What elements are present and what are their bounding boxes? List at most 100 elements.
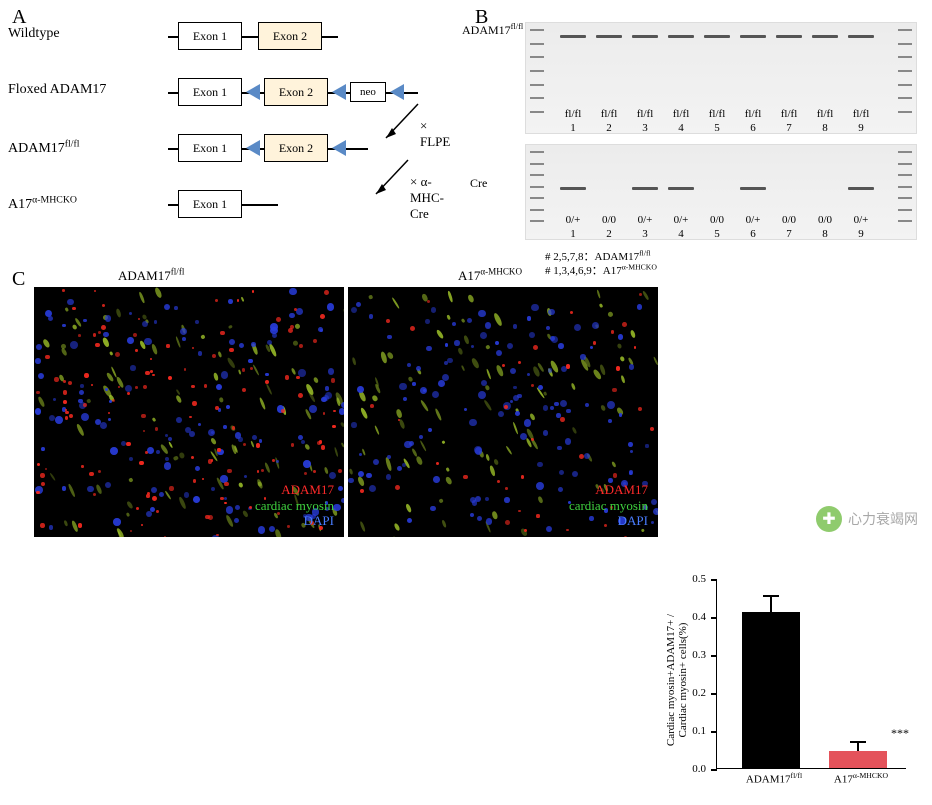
x-axis-label: ADAM17fl/fl: [734, 771, 814, 786]
y-tick-label: 0.3: [692, 649, 706, 661]
lane-label: fl/fl: [699, 108, 735, 120]
panel-b: ADAM17fl/fl fl/flfl/flfl/flfl/flfl/flfl/…: [470, 8, 926, 270]
y-tick: [711, 731, 717, 733]
if-title-1: ADAM17fl/fl: [118, 267, 184, 284]
gel2-label: Cre: [470, 176, 487, 191]
ladder-right: [898, 27, 912, 115]
lane-label: fl/fl: [807, 108, 843, 120]
lane-label: fl/fl: [627, 108, 663, 120]
watermark-text: 心力衰竭网: [848, 509, 918, 529]
construct-label: Wildtype: [8, 26, 60, 42]
exon2-box: Exon 2: [264, 78, 328, 106]
overlay-adam17: ADAM17: [569, 482, 648, 498]
lane-label: 1: [555, 228, 591, 240]
construct-row-wildtype: Wildtype Exon 1 Exon 2: [8, 20, 458, 56]
error-bar: [770, 597, 772, 612]
exon1-box: Exon 1: [178, 190, 242, 218]
lane-label: 0/0: [771, 214, 807, 226]
loxp-triangle-icon: [332, 84, 346, 100]
gel-band: [704, 35, 730, 38]
exon1-box: Exon 1: [178, 22, 242, 50]
lane-label: 0/+: [627, 214, 663, 226]
if-overlay: ADAM17 cardiac myosin DAPI: [569, 482, 648, 529]
lane-label: 7: [771, 122, 807, 134]
lane-label: fl/fl: [663, 108, 699, 120]
lane-label: fl/fl: [591, 108, 627, 120]
if-title-2: A17α-MHCKO: [458, 267, 522, 284]
y-tick-label: 0.0: [692, 763, 706, 775]
construct-label: Floxed ADAM17: [8, 82, 106, 98]
ladder-right: [898, 149, 912, 224]
bar-chart: Cardiac myosin+ADAM17+ / Cardiac myosin+…: [658, 555, 928, 805]
gel2-numbers: 123456789: [555, 228, 879, 240]
lane-label: 4: [663, 122, 699, 134]
panel-a: Wildtype Exon 1 Exon 2 Floxed ADAM17 Exo…: [8, 8, 458, 238]
chart-bar: [829, 751, 887, 768]
lane-label: 7: [771, 228, 807, 240]
y-tick-label: 0.2: [692, 687, 706, 699]
lane-label: 8: [807, 228, 843, 240]
lane-label: 9: [843, 228, 879, 240]
if-overlay: ADAM17 cardiac myosin DAPI: [255, 482, 334, 529]
lane-label: 1: [555, 122, 591, 134]
lane-label: 4: [663, 228, 699, 240]
overlay-myosin: cardiac myosin: [569, 498, 648, 514]
y-tick: [711, 769, 717, 771]
lane-label: fl/fl: [555, 108, 591, 120]
cross-label-flpe: × FLPE: [420, 118, 458, 150]
lane-label: 0/+: [663, 214, 699, 226]
lane-label: 5: [699, 228, 735, 240]
loxp-triangle-icon: [246, 84, 260, 100]
lane-label: 5: [699, 122, 735, 134]
ladder-left: [530, 149, 544, 224]
if-image-flfl: ADAM17 cardiac myosin DAPI: [34, 287, 344, 537]
lane-label: 0/0: [807, 214, 843, 226]
lane-label: 9: [843, 122, 879, 134]
gel-band: [812, 35, 838, 38]
y-axis-label: Cardiac myosin+ADAM17+ / Cardiac myosin+…: [665, 585, 689, 775]
y-tick-label: 0.4: [692, 611, 706, 623]
gel-band: [740, 35, 766, 38]
gel-band: [776, 35, 802, 38]
overlay-myosin: cardiac myosin: [255, 498, 334, 514]
gel2-genotypes: 0/+0/00/+0/+0/00/+0/00/00/+: [555, 214, 879, 226]
lane-label: 0/0: [591, 214, 627, 226]
gel-band: [848, 35, 874, 38]
lane-label: fl/fl: [771, 108, 807, 120]
cross-label-mhc: × α-MHC-Cre: [410, 174, 458, 222]
x-axis-label: A17α-MHCKO: [821, 771, 901, 786]
loxp-triangle-icon: [246, 140, 260, 156]
loxp-triangle-icon: [332, 140, 346, 156]
error-cap: [763, 595, 779, 597]
gel-band: [632, 187, 658, 190]
frt-triangle-icon: [390, 84, 404, 100]
lane-label: fl/fl: [735, 108, 771, 120]
lane-label: 2: [591, 228, 627, 240]
lane-label: 8: [807, 122, 843, 134]
chart-bar: [742, 612, 800, 768]
overlay-adam17: ADAM17: [255, 482, 334, 498]
lane-label: 0/+: [735, 214, 771, 226]
gel-band: [560, 35, 586, 38]
gel-band: [596, 35, 622, 38]
lane-label: 3: [627, 122, 663, 134]
chart-plot-area: 0.00.10.20.30.40.5ADAM17fl/flA17α-MHCKO*…: [716, 579, 906, 769]
construct-label: A17α-MHCKO: [8, 194, 77, 213]
gel-band: [668, 35, 694, 38]
exon1-box: Exon 1: [178, 134, 242, 162]
construct-label: ADAM17fl/fl: [8, 138, 79, 157]
significance-marker: ***: [891, 726, 909, 741]
gel-band: [740, 187, 766, 190]
y-tick-label: 0.1: [692, 725, 706, 737]
gel1-label: ADAM17fl/fl: [462, 22, 523, 38]
exon1-box: Exon 1: [178, 78, 242, 106]
lane-label: 0/0: [699, 214, 735, 226]
overlay-dapi: DAPI: [255, 513, 334, 529]
gel-band: [848, 187, 874, 190]
gel-band: [668, 187, 694, 190]
gel-band: [632, 35, 658, 38]
neo-box: neo: [350, 82, 386, 102]
gel1-genotypes: fl/flfl/flfl/flfl/flfl/flfl/flfl/flfl/fl…: [555, 108, 879, 120]
y-tick: [711, 579, 717, 581]
lane-label: 6: [735, 122, 771, 134]
